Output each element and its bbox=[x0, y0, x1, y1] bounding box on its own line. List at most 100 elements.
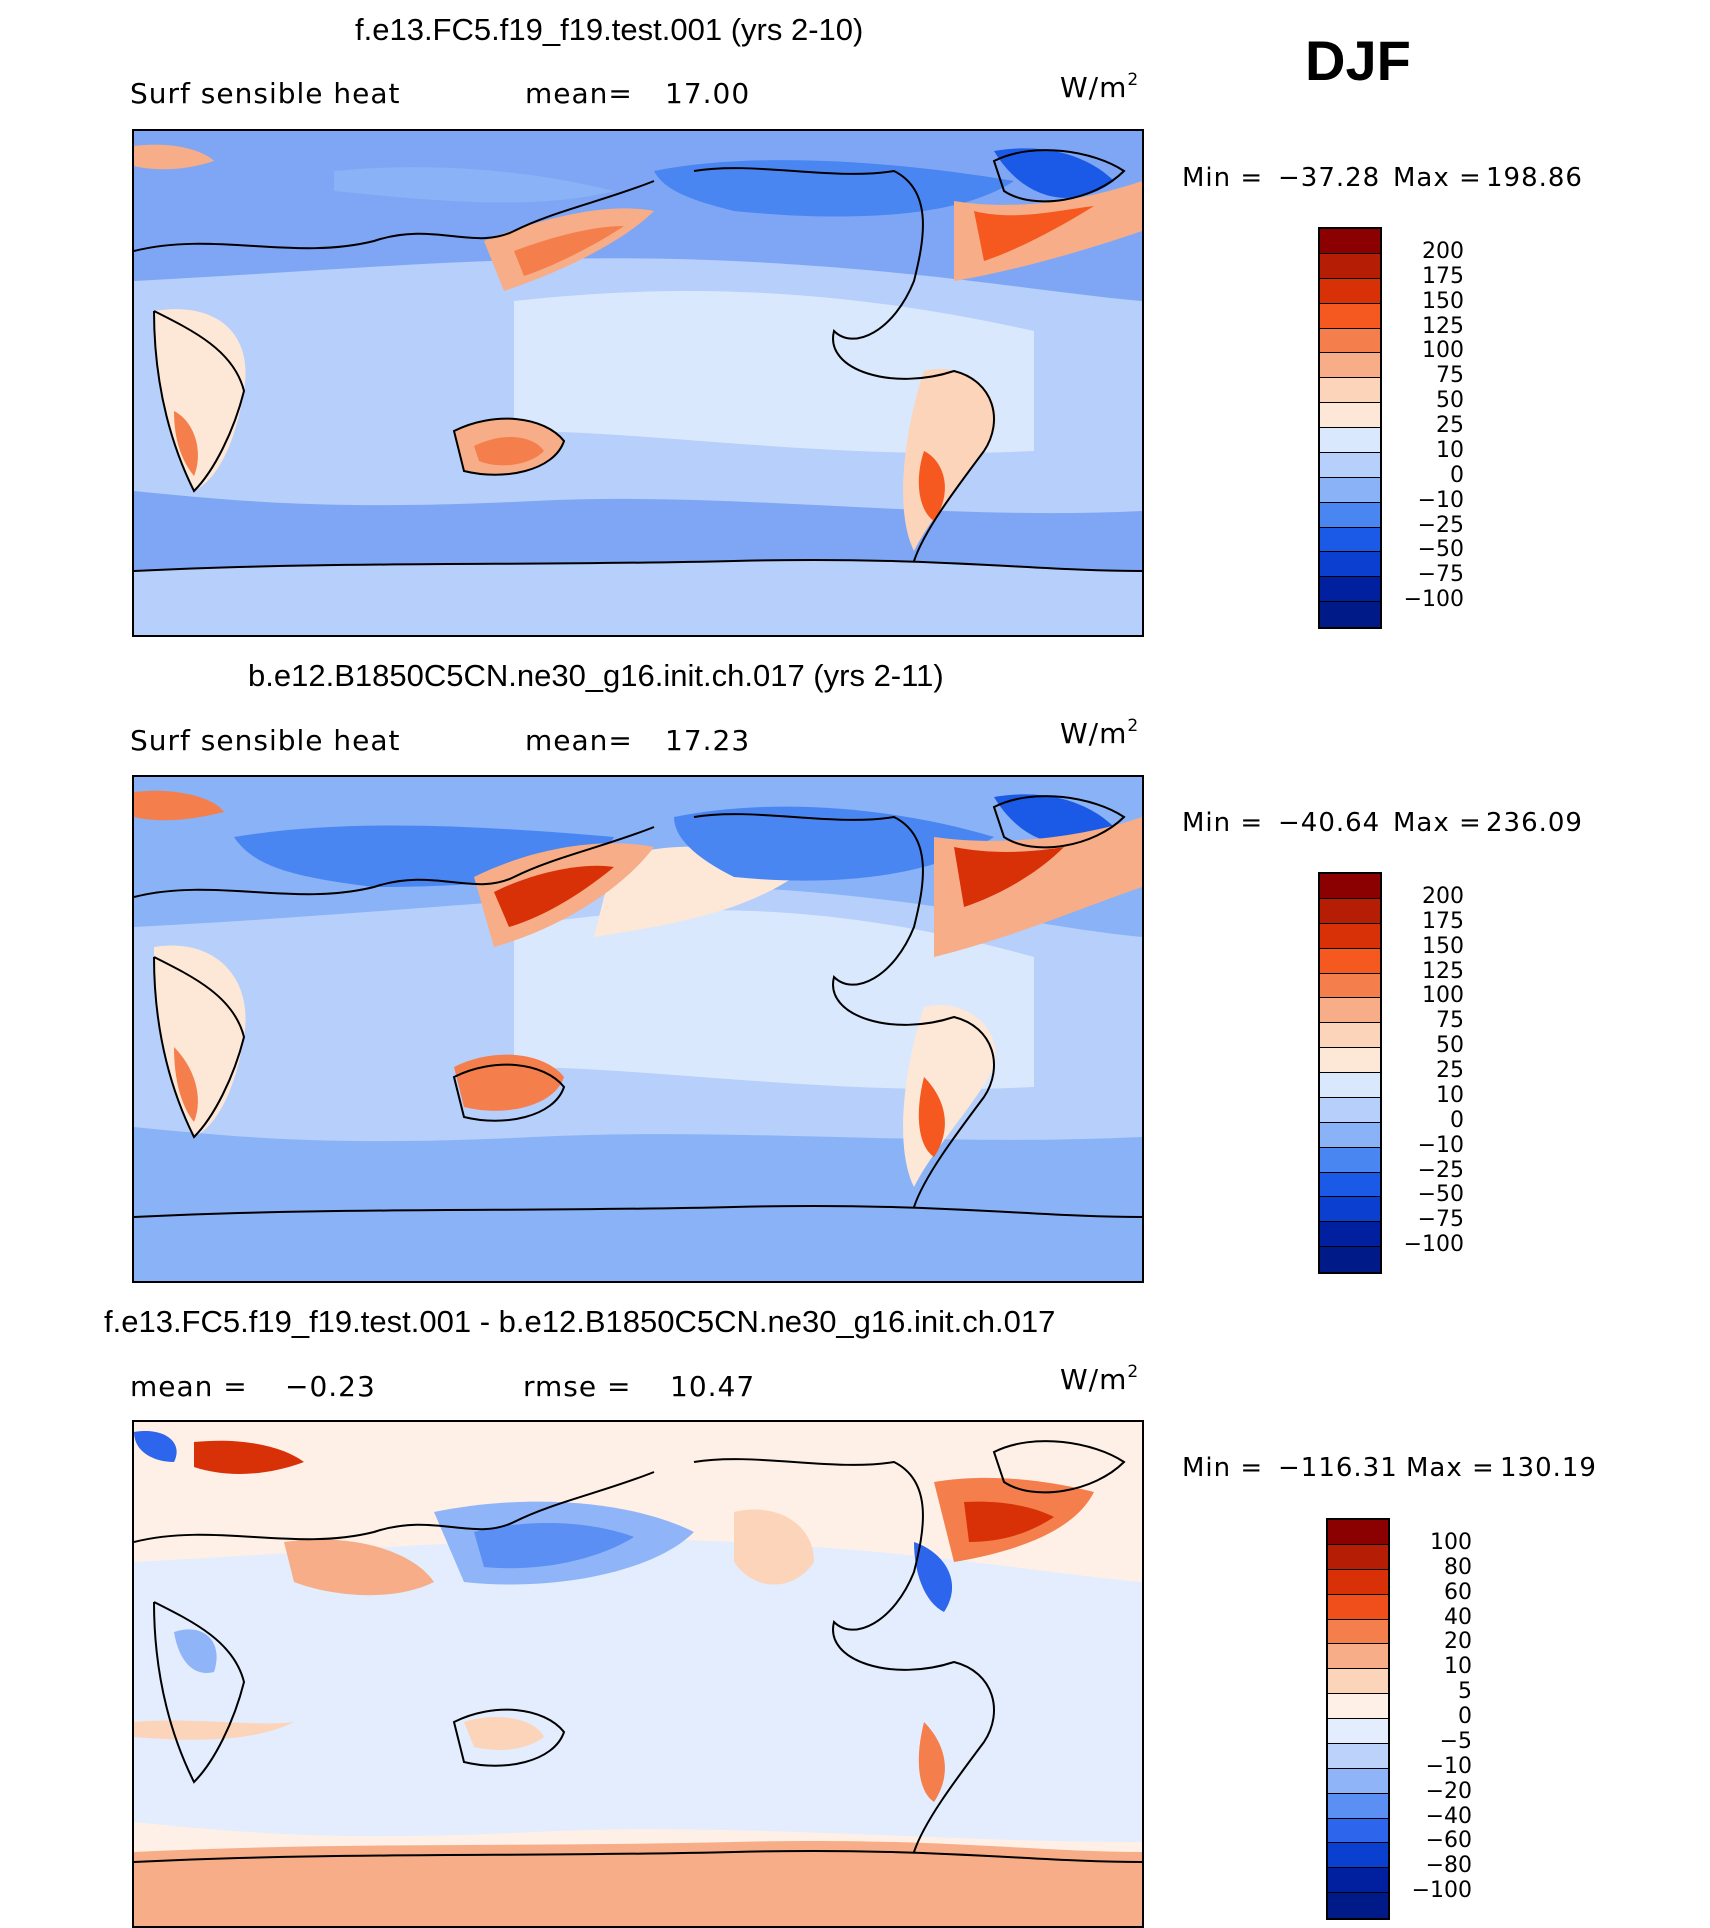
min-label: Min = bbox=[1182, 1453, 1264, 1483]
max-value: 198.86 bbox=[1486, 163, 1583, 193]
colorbar-swatch bbox=[1328, 1893, 1388, 1918]
colorbar-swatch bbox=[1328, 1619, 1388, 1645]
colorbar-swatch bbox=[1320, 527, 1380, 553]
colorbar-tick-label: 75 bbox=[1436, 1008, 1464, 1034]
colorbar-tick-label: −10 bbox=[1417, 1132, 1464, 1158]
variable-label: Surf sensible heat bbox=[130, 77, 401, 110]
min-label: Min = bbox=[1182, 808, 1264, 838]
colorbar-tick-label: 20 bbox=[1444, 1629, 1472, 1655]
colorbar-swatch bbox=[1320, 278, 1380, 304]
colorbar-tick-label: 25 bbox=[1436, 1058, 1464, 1083]
colorbar-swatch bbox=[1320, 477, 1380, 503]
max-label: Max = bbox=[1393, 808, 1482, 838]
map-model-case bbox=[132, 129, 1144, 637]
colorbar-swatch bbox=[1320, 1197, 1380, 1223]
colorbar-tick-label: 0 bbox=[1450, 1107, 1464, 1133]
colorbar-swatch bbox=[1320, 229, 1380, 254]
colorbar-tick-label: 100 bbox=[1422, 338, 1464, 364]
colorbar-tick-label: 50 bbox=[1436, 1033, 1464, 1059]
colorbar-tick-label: −80 bbox=[1425, 1853, 1472, 1879]
mean-value: 17.23 bbox=[665, 724, 751, 757]
colorbar-tick-label: 10 bbox=[1436, 437, 1464, 463]
units-label: W/m2 bbox=[1060, 1362, 1140, 1396]
colorbar-swatch bbox=[1328, 1818, 1388, 1844]
colorbar-swatch bbox=[1320, 452, 1380, 478]
colorbar-swatch bbox=[1320, 898, 1380, 924]
map-control-case bbox=[132, 775, 1144, 1283]
colorbar-tick-label: 175 bbox=[1422, 908, 1464, 934]
colorbar-tick-label: 60 bbox=[1444, 1579, 1472, 1605]
colorbar-swatch bbox=[1320, 428, 1380, 453]
colorbar-swatch bbox=[1328, 1694, 1388, 1719]
colorbar-tick-label: −40 bbox=[1425, 1803, 1472, 1829]
colorbar-tick-label: −100 bbox=[1403, 1232, 1464, 1258]
colorbar-tick-label: −20 bbox=[1425, 1778, 1472, 1804]
variable-label: Surf sensible heat bbox=[130, 724, 401, 757]
colorbar-tick-label: −100 bbox=[1403, 587, 1464, 613]
colorbar-swatch bbox=[1320, 552, 1380, 578]
units-label: W/m2 bbox=[1060, 70, 1140, 104]
map-field bbox=[134, 1422, 1142, 1926]
colorbar-swatch bbox=[1328, 1719, 1388, 1744]
min-value: −116.31 bbox=[1278, 1453, 1398, 1483]
colorbar-swatch bbox=[1328, 1594, 1388, 1620]
max-value: 130.19 bbox=[1500, 1453, 1597, 1483]
colorbar-swatch bbox=[1328, 1544, 1388, 1570]
colorbar-tick-label: −75 bbox=[1417, 1207, 1464, 1233]
colorbar-swatch bbox=[1328, 1669, 1388, 1695]
mean-label: mean= bbox=[525, 77, 633, 110]
colorbar-tick-label: 0 bbox=[1450, 462, 1464, 488]
colorbar-tick-label: 100 bbox=[1430, 1529, 1472, 1555]
colorbar-swatch bbox=[1320, 1023, 1380, 1049]
colorbar-tick-label: −10 bbox=[1417, 487, 1464, 513]
min-label: Min = bbox=[1182, 163, 1264, 193]
colorbar-swatch bbox=[1328, 1743, 1388, 1769]
colorbar-tick-label: −25 bbox=[1417, 512, 1464, 538]
colorbar-tick-label: 40 bbox=[1444, 1604, 1472, 1630]
colorbar-swatch bbox=[1320, 353, 1380, 379]
mean-label: mean = bbox=[130, 1370, 248, 1403]
colorbar-tick-label: 200 bbox=[1422, 238, 1464, 264]
map-field bbox=[134, 131, 1142, 635]
colorbar-swatch bbox=[1328, 1569, 1388, 1595]
colorbar-swatch bbox=[1320, 1073, 1380, 1098]
colorbar bbox=[1326, 1518, 1390, 1920]
rmse-value: 10.47 bbox=[670, 1370, 756, 1403]
map-difference bbox=[132, 1420, 1144, 1928]
colorbar bbox=[1318, 872, 1382, 1274]
colorbar-swatch bbox=[1328, 1843, 1388, 1869]
colorbar-swatch bbox=[1320, 1247, 1380, 1272]
colorbar-tick-label: −100 bbox=[1411, 1878, 1472, 1904]
colorbar-swatch bbox=[1320, 602, 1380, 627]
colorbar-swatch bbox=[1320, 998, 1380, 1024]
colorbar-tick-label: −10 bbox=[1425, 1753, 1472, 1779]
panel-title: f.e13.FC5.f19_f19.test.001 (yrs 2-10) bbox=[355, 12, 864, 47]
colorbar-tick-label: 200 bbox=[1422, 883, 1464, 909]
colorbar-swatch bbox=[1320, 303, 1380, 329]
panel-title: b.e12.B1850C5CN.ne30_g16.init.ch.017 (yr… bbox=[248, 658, 944, 693]
colorbar-swatch bbox=[1328, 1768, 1388, 1794]
colorbar-swatch bbox=[1320, 403, 1380, 428]
colorbar-tick-label: 100 bbox=[1422, 983, 1464, 1009]
panel-title: f.e13.FC5.f19_f19.test.001 - b.e12.B1850… bbox=[104, 1304, 1056, 1339]
colorbar-swatch bbox=[1320, 923, 1380, 949]
colorbar-tick-label: 0 bbox=[1458, 1704, 1472, 1729]
colorbar-swatch bbox=[1320, 502, 1380, 528]
colorbar-tick-label: 125 bbox=[1422, 313, 1464, 339]
colorbar-tick-label: 175 bbox=[1422, 263, 1464, 289]
colorbar-swatch bbox=[1320, 874, 1380, 899]
colorbar-tick-label: 75 bbox=[1436, 363, 1464, 389]
colorbar-swatch bbox=[1320, 973, 1380, 999]
colorbar-labels: 200 175 150 125 100 75 50 25 10 0 −10 −25 −50 −75 −100 bbox=[1390, 872, 1490, 1274]
max-label: Max = bbox=[1406, 1453, 1495, 1483]
colorbar-labels: 100 80 60 40 20 10 5 0 −5 −10 −20 −40 −60 −80 −100 bbox=[1398, 1518, 1498, 1920]
colorbar-tick-label: 125 bbox=[1422, 958, 1464, 984]
season-label: DJF bbox=[1305, 29, 1411, 92]
colorbar-swatch bbox=[1320, 1172, 1380, 1198]
colorbar-tick-label: −75 bbox=[1417, 562, 1464, 588]
colorbar-swatch bbox=[1320, 948, 1380, 974]
colorbar-tick-label: 80 bbox=[1444, 1554, 1472, 1580]
colorbar-tick-label: −50 bbox=[1417, 537, 1464, 563]
max-label: Max = bbox=[1393, 163, 1482, 193]
rmse-label: rmse = bbox=[523, 1370, 632, 1403]
